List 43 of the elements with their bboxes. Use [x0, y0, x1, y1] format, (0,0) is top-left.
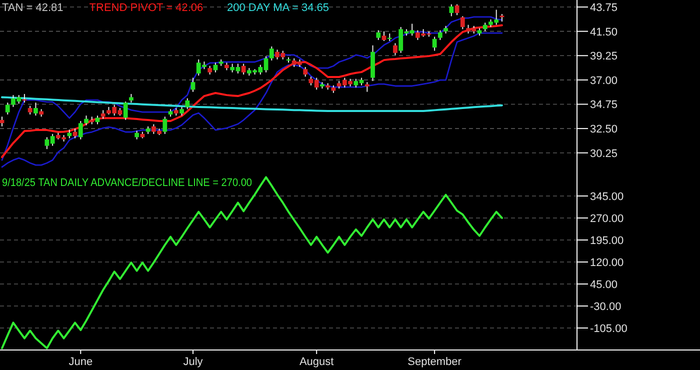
line-series [1, 176, 503, 350]
candlestick [364, 82, 370, 92]
y2-tick-label: 120.00 [590, 256, 624, 269]
y-tick-label: 34.75 [590, 99, 618, 112]
y-tick-label: 39.25 [590, 50, 618, 63]
y2-tick-label: 45.00 [590, 278, 618, 291]
x-tick-label: September [408, 356, 462, 368]
candlestick [454, 4, 460, 16]
candlestick [438, 30, 442, 40]
y-tick-label: 37.00 [590, 74, 618, 87]
candlestick [5, 102, 10, 116]
y2-tick-label: -30.00 [590, 300, 622, 313]
candlestick [190, 77, 196, 92]
candlestick [376, 30, 381, 40]
candlestick [269, 46, 274, 61]
candlestick [241, 63, 246, 76]
text: TREND PIVOT = 42.06 [89, 2, 204, 14]
x-tick-label: June [68, 356, 93, 368]
candlestick [303, 66, 308, 78]
y-tick-label: 32.50 [590, 124, 618, 136]
candlestick [185, 98, 190, 110]
candlestick [123, 101, 128, 120]
series-label: 9/18/25 TAN DAILY ADVANCE/DECLINE LINE = 270.00 [2, 177, 276, 189]
candlestick [34, 102, 38, 116]
candlestick [432, 36, 437, 52]
candlestick [393, 42, 398, 56]
candlestick [78, 120, 83, 140]
y2-tick-label: 270.00 [590, 212, 624, 225]
y2-tick-label: 345.00 [590, 190, 624, 203]
candlestick [382, 30, 386, 42]
candlestick [460, 16, 465, 30]
x-tick-label: August [299, 356, 334, 368]
y-tick-label: 41.50 [590, 26, 618, 38]
chart-title: TAN = 42.81 [2, 2, 64, 14]
candlestick [162, 116, 168, 134]
text: 200 DAY MA = 34.65 [227, 2, 330, 14]
x-tick-label: July [183, 356, 204, 368]
candlestick [84, 115, 88, 126]
y2-tick-label: -105.00 [590, 322, 628, 335]
y-tick-label: 43.75 [590, 2, 618, 14]
candlestick [449, 4, 454, 17]
y-tick-label: 30.25 [590, 148, 618, 160]
y2-tick-label: 195.00 [590, 234, 624, 247]
